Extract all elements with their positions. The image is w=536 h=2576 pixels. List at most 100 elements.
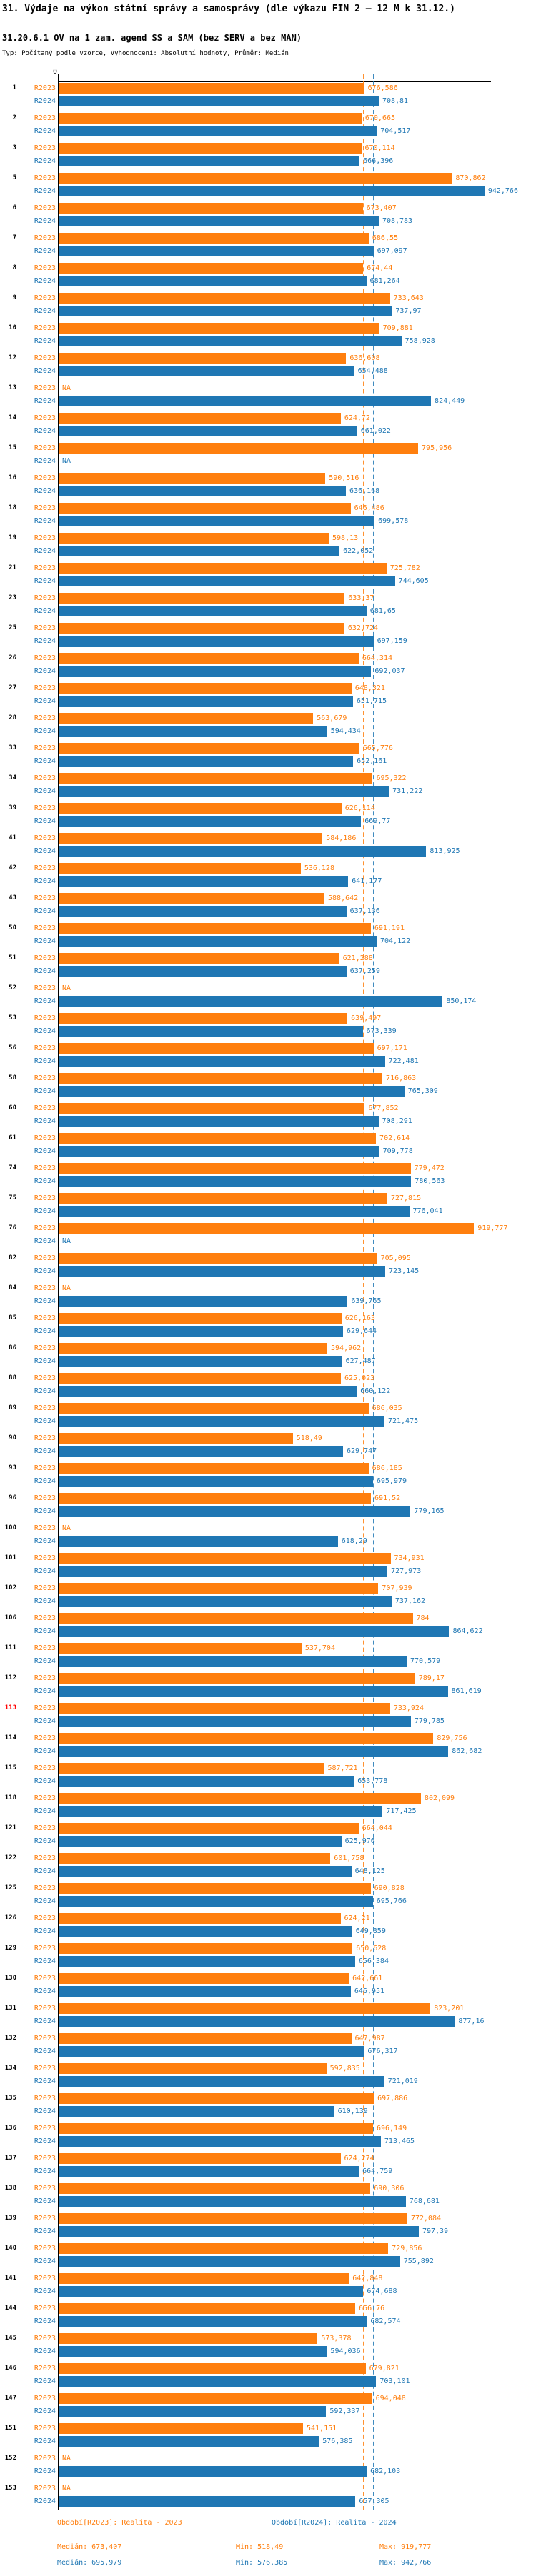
bar-r2024 (59, 426, 357, 436)
series-label-r2024: R2024 (34, 1897, 56, 1905)
bar-line-r2023: 88 R2023 625,023 (0, 1373, 536, 1384)
bar-r2023 (59, 893, 324, 904)
bar-value-label: 642,848 (352, 2275, 383, 2282)
chart-row: 61 R2023 702,614 R2024 709,778 (0, 1133, 536, 1157)
bar-value-label: 576,385 (322, 2437, 353, 2445)
series-label-r2024: R2024 (34, 2077, 56, 2085)
series-label-r2024: R2024 (34, 2047, 56, 2055)
bar-line-r2023: 10 R2023 709,881 (0, 323, 536, 334)
chart-row: 126 R2023 624,21 R2024 649,859 (0, 1913, 536, 1937)
series-label-r2023: R2023 (34, 804, 56, 812)
bar-value-label: 690,828 (374, 1884, 405, 1892)
series-label-r2023: R2023 (34, 2455, 56, 2462)
bar-line-r2024: R2024 622,052 (0, 546, 536, 556)
bar-value-label: 692,037 (374, 667, 405, 675)
bar-r2024 (59, 1056, 385, 1067)
row-number: 27 (9, 684, 16, 692)
bar-r2023 (59, 2003, 431, 2014)
bar-line-r2024: R2024 673,339 (0, 1026, 536, 1037)
bar-value-label: 758,928 (405, 337, 435, 345)
series-label-r2023: R2023 (34, 234, 56, 242)
bar-line-r2024: R2024 864,622 (0, 1626, 536, 1637)
series-label-r2024: R2024 (34, 1717, 56, 1725)
series-label-r2024: R2024 (34, 2347, 56, 2355)
row-number: 89 (9, 1404, 16, 1412)
bar-r2024 (59, 2196, 406, 2207)
bar-r2023 (59, 1643, 302, 1654)
row-number: 1 (12, 84, 16, 91)
bar-r2023 (59, 1223, 475, 1234)
series-label-r2023: R2023 (34, 2185, 56, 2192)
series-label-r2024: R2024 (34, 1687, 56, 1695)
chart-row: 82 R2023 705,095 R2024 723,145 (0, 1253, 536, 1277)
series-label-r2024: R2024 (34, 1507, 56, 1515)
bar-r2024 (59, 186, 485, 196)
bar-line-r2023: 1 R2023 676,586 (0, 83, 536, 94)
bar-value-label: 861,619 (451, 1687, 482, 1695)
chart-row: 115 R2023 587,721 R2024 653,778 (0, 1763, 536, 1787)
bar-value-label: 637,259 (349, 967, 380, 975)
series-label-r2024: R2024 (34, 1267, 56, 1275)
bar-line-r2024: R2024 666,396 (0, 156, 536, 166)
row-number: 140 (4, 2245, 16, 2252)
row-number: 60 (9, 1104, 16, 1112)
series-label-r2023: R2023 (34, 474, 56, 482)
chart-row: 147 R2023 694,048 R2024 592,337 (0, 2393, 536, 2417)
series-label-r2024: R2024 (34, 2407, 56, 2415)
bar-r2024 (59, 516, 375, 526)
row-number: 125 (4, 1884, 16, 1892)
bar-r2023 (59, 2273, 349, 2284)
bar-r2024 (59, 1626, 450, 1637)
row-number: 137 (4, 2155, 16, 2162)
series-label-r2024: R2024 (34, 97, 56, 105)
row-number: 19 (9, 534, 16, 541)
bar-value-label: 653,778 (357, 1777, 388, 1785)
series-label-r2024: R2024 (34, 1867, 56, 1875)
chart-row: 26 R2023 664,314 R2024 692,037 (0, 653, 536, 677)
bar-value-label: 618,29 (341, 1537, 367, 1545)
bar-value-label: 666,396 (363, 157, 394, 165)
series-label-r2023: R2023 (34, 594, 56, 602)
series-label-r2023: R2023 (34, 2065, 56, 2072)
series-label-r2023: R2023 (34, 1224, 56, 1232)
bar-r2023 (59, 2423, 303, 2434)
bar-value-label: NA (62, 1237, 71, 1245)
series-label-r2023: R2023 (34, 1614, 56, 1622)
bar-r2024 (59, 1386, 357, 1397)
bar-line-r2023: 84 R2023 NA (0, 1283, 536, 1294)
bar-line-r2023: 39 R2023 626,114 (0, 803, 536, 814)
bar-value-label: 594,962 (331, 1344, 362, 1352)
chart-row: 84 R2023 NA R2024 639,765 (0, 1283, 536, 1307)
series-label-r2023: R2023 (34, 1554, 56, 1562)
bar-value-label: 690,306 (374, 2185, 405, 2192)
bar-r2024 (59, 1746, 449, 1757)
bar-r2023 (59, 293, 390, 304)
series-label-r2023: R2023 (34, 654, 56, 662)
row-number: 75 (9, 1194, 16, 1202)
bar-r2024 (59, 276, 367, 286)
bar-value-label: 625,976 (344, 1837, 375, 1845)
bar-value-label: 642,661 (352, 1975, 383, 1982)
series-label-r2024: R2024 (34, 307, 56, 315)
bar-r2023 (59, 1163, 411, 1174)
row-number: 41 (9, 834, 16, 842)
bar-r2024 (59, 1656, 407, 1667)
bar-value-label: 636,608 (349, 354, 380, 362)
bar-line-r2024: R2024 637,136 (0, 906, 536, 917)
bar-r2024 (59, 1986, 351, 1997)
row-number: 147 (4, 2395, 16, 2402)
bar-value-label: 737,162 (394, 1597, 426, 1605)
bar-value-label: 780,563 (415, 1177, 445, 1185)
bar-line-r2024: R2024 681,264 (0, 276, 536, 286)
series-label-r2023: R2023 (34, 144, 56, 152)
bar-value-label: 733,643 (393, 294, 424, 302)
bar-value-label: 823,201 (434, 2005, 465, 2012)
chart-row: 28 R2023 563,679 R2024 594,434 (0, 713, 536, 737)
bar-r2024 (59, 1356, 342, 1367)
row-number: 21 (9, 564, 16, 571)
bar-line-r2023: 19 R2023 598,13 (0, 533, 536, 544)
chart-row: 42 R2023 536,128 R2024 641,177 (0, 863, 536, 887)
axis-baseline (58, 81, 59, 2510)
series-label-r2023: R2023 (34, 2155, 56, 2162)
